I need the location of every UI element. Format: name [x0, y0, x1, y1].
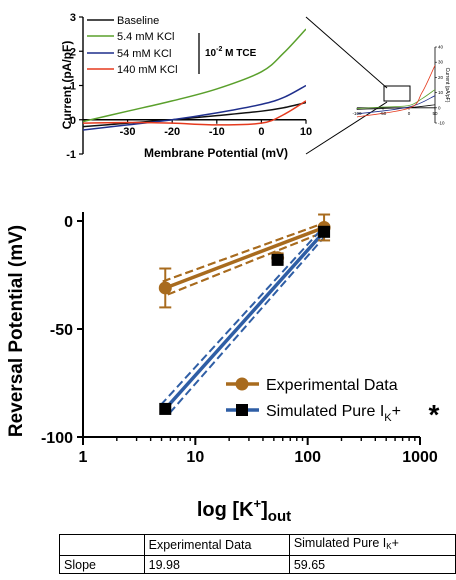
table-header-superscript: +: [391, 536, 399, 550]
iv-axes: [79, 16, 307, 155]
reversal-fit-band: [160, 228, 323, 406]
table-header-subscript: K: [386, 542, 392, 551]
reversal-x-label-part: out: [268, 508, 291, 525]
inset-y-tick-label: -10: [438, 121, 445, 126]
inset-y-tick-label: 20: [438, 75, 444, 80]
inset-series-line: [357, 104, 435, 110]
reversal-x-tick-label: 10: [186, 449, 204, 466]
iv-x-axis-label: Membrane Potential (mV): [144, 146, 288, 160]
reversal-fit-line: [164, 225, 325, 290]
reversal-legend-label: Experimental Data: [266, 377, 398, 394]
table-header-text: Simulated Pure I: [293, 536, 387, 550]
reversal-legend-label-sub: K: [384, 412, 392, 424]
reversal-x-tick-label: 1000: [402, 449, 438, 466]
table-header-cell: [59, 534, 145, 556]
reversal-y-tick-label: -50: [50, 322, 73, 339]
reversal-legend-swatch-marker: [236, 404, 248, 416]
reversal-legend-label-sup: +: [392, 403, 401, 420]
iv-x-tick-label: 0: [258, 126, 264, 138]
reversal-fit-line: [163, 230, 326, 411]
reversal-x-label-part: ]: [261, 499, 268, 521]
inset-x-tick-label: 0: [408, 111, 411, 116]
inset-y-tick-label: 0: [438, 105, 441, 110]
reversal-legend-swatch-marker: [235, 377, 249, 391]
reversal-x-tick-label: 100: [294, 449, 321, 466]
inset-series-line: [357, 65, 435, 118]
iv-y-tick-label: 1: [70, 81, 76, 93]
inset-x-tick-label: -50: [380, 111, 387, 116]
reversal-x-tick-label: 1: [79, 449, 88, 466]
table-header-cell: Simulated Pure IK+: [288, 534, 456, 556]
inset-x-tick-label: 50: [432, 111, 438, 116]
reversal-point-square: [159, 402, 172, 415]
reversal-fit-lines: [160, 222, 328, 414]
table-row: Slope 19.98 59.65: [59, 555, 456, 574]
iv-series-line: [83, 28, 306, 123]
iv-legend-group-exponent: -2: [216, 46, 222, 53]
inset-series: [357, 65, 435, 118]
iv-legend-label: 54 mM KCl: [117, 48, 171, 60]
slope-table: Experimental Data Simulated Pure IK+ Slo…: [59, 534, 456, 574]
reversal-axes: [77, 212, 421, 445]
iv-series: [83, 28, 306, 131]
iv-y-tick-label: 3: [70, 12, 76, 24]
reversal-plot: 0 -50 -100 1 10 100 1000 Reversal Potential (m…: [6, 212, 440, 525]
reversal-point-square: [271, 253, 284, 266]
reversal-y-axis-label: Reversal Potential (mV): [6, 225, 27, 437]
iv-x-tick-label: 10: [300, 126, 312, 138]
inset-series-line: [357, 95, 435, 115]
inset-y-tick-label: 30: [438, 60, 444, 65]
reversal-point-circle: [158, 281, 172, 295]
iv-x-tick-label: -20: [164, 126, 180, 138]
reversal-x-label-part: log [K: [197, 499, 254, 521]
inset-zoom-box: [383, 85, 411, 102]
inset-axes: [356, 46, 437, 124]
iv-y-tick-label: -1: [66, 149, 76, 161]
iv-legend-group-suffix: M TCE: [222, 48, 256, 59]
iv-y-axis-label: Current (pA/pF): [60, 41, 74, 130]
iv-series-line: [83, 100, 306, 126]
reversal-y-tick-label: 0: [64, 214, 73, 231]
iv-legend-group-base: 10: [205, 48, 217, 59]
iv-y-tick-label: 0: [70, 115, 76, 127]
inset-y-tick-label: 10: [438, 90, 444, 95]
reversal-legend: Experimental Data Simulated Pure IK+ *: [226, 377, 440, 430]
zoom-connectors: [305, 16, 388, 155]
iv-y-tick-label: 2: [70, 46, 76, 58]
reversal-legend-label: Simulated Pure IK+: [266, 403, 401, 424]
significance-star: *: [429, 399, 440, 430]
reversal-fit-band: [168, 233, 328, 414]
reversal-fit-band: [162, 222, 323, 283]
table-cell: Slope: [59, 555, 145, 574]
inset-x-tick-label: -100: [352, 111, 362, 116]
inset-y-tick-label: 40: [438, 45, 444, 50]
iv-x-tick-label: -30: [120, 126, 136, 138]
iv-series-line: [83, 84, 306, 131]
reversal-tick-labels: 0 -50 -100 1 10 100 1000: [41, 214, 438, 466]
table-header-cell: Experimental Data: [143, 534, 290, 556]
iv-legend-group-label: 10-2 M TCE: [205, 46, 257, 59]
iv-legend-label: 5.4 mM KCl: [117, 31, 174, 43]
reversal-fit-band: [167, 230, 326, 296]
table-cell: 19.98: [143, 555, 290, 574]
iv-legend-label: Baseline: [117, 15, 159, 27]
inset-y-axis-label: Current (pA/pF): [444, 68, 450, 103]
reversal-y-tick-label: -100: [41, 430, 73, 447]
reversal-points: [158, 213, 331, 415]
reversal-x-label-part: +: [254, 496, 262, 511]
iv-legend-label: 140 mM KCl: [117, 64, 178, 76]
reversal-point-square: [318, 225, 331, 238]
table-header-row: Experimental Data Simulated Pure IK+: [59, 534, 456, 556]
table-cell: 59.65: [288, 555, 456, 574]
reversal-legend-label-main: Simulated Pure I: [266, 403, 384, 420]
iv-x-tick-label: -10: [209, 126, 225, 138]
reversal-x-axis-label: log [K+]out: [197, 496, 291, 525]
iv-legend: Baseline 5.4 mM KCl 54 mM KCl 140 mM KCl 10-…: [87, 15, 257, 76]
inset-series-line: [357, 89, 435, 109]
